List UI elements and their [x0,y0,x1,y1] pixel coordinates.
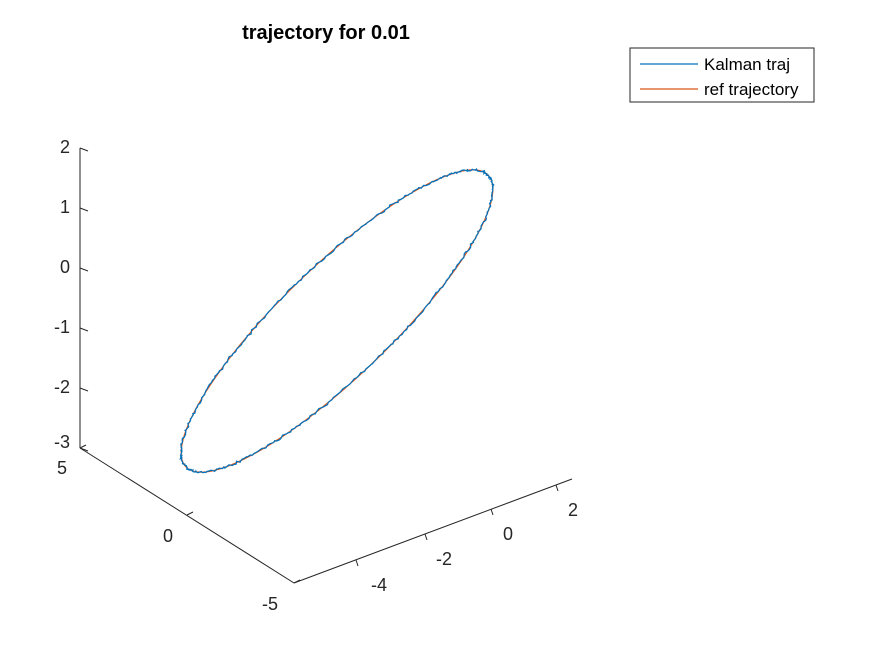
ref-trajectory-line [180,169,494,473]
axes [79,148,573,584]
x-tick-mark [555,484,559,492]
legend-label-kalman: Kalman traj [704,55,790,74]
y-tick-label: 5 [57,458,67,478]
y-tick-mark [293,579,301,584]
z-tick-mark [79,147,89,152]
kalman-traj-line [179,167,495,474]
x-tick-mark [490,508,494,516]
z-ticks: 2 1 0 -1 -2 -3 [54,137,89,452]
z-tick-label: -2 [54,377,70,397]
chart-title: trajectory for 0.01 [242,22,410,44]
z-tick-mark [79,327,89,332]
y-tick-label: 0 [163,526,173,546]
z-tick-mark [79,267,89,272]
y-axis-line [79,447,295,584]
legend: Kalman traj ref trajectory [629,47,815,103]
legend-box [629,47,815,103]
x-tick-label: -2 [436,549,452,569]
x-tick-label: -4 [371,575,387,595]
z-tick-mark [79,207,89,212]
x-axis-line [293,478,573,584]
z-tick-mark [79,447,89,452]
x-tick-mark [355,559,359,567]
legend-label-ref: ref trajectory [704,80,799,99]
y-tick-mark [186,511,194,516]
x-tick-label: 2 [568,500,578,520]
x-tick-mark [424,533,428,541]
y-tick-mark [79,444,87,449]
z-tick-label: 2 [60,137,70,157]
x-ticks: -4 -2 0 2 [355,484,578,595]
y-tick-label: -5 [262,594,278,614]
z-tick-label: -3 [54,432,70,452]
y-ticks: 5 0 -5 [57,444,301,614]
x-tick-label: 0 [503,524,513,544]
z-tick-label: -1 [54,317,70,337]
series-layer [179,167,495,474]
z-tick-mark [79,387,89,392]
z-tick-label: 0 [60,257,70,277]
z-tick-label: 1 [60,197,70,217]
